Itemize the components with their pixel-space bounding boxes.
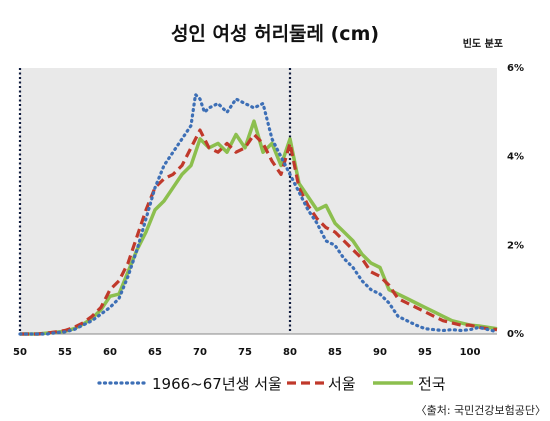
y-tick-label: 6%: [507, 63, 524, 74]
y-axis-label: 빈도 분포: [463, 37, 503, 50]
x-tick-label: 70: [193, 347, 207, 358]
chart-title: 성인 여성 허리둘레 (cm): [171, 23, 379, 45]
legend-label-national: 전국: [418, 375, 446, 393]
legend-label-seoul: 서울: [328, 375, 356, 393]
x-tick-label: 50: [13, 347, 27, 358]
x-tick-label: 85: [328, 347, 342, 358]
series-seoul-line: [20, 128, 498, 336]
x-tick-label: 95: [418, 347, 432, 358]
source-note: 〈출처: 국민건강보험공단〉: [416, 404, 546, 417]
y-tick-label: 4%: [507, 152, 524, 163]
x-tick-label: 65: [148, 347, 162, 358]
y-tick-label: 0%: [507, 329, 524, 340]
plot-area: [20, 68, 497, 334]
x-tick-label: 60: [103, 347, 117, 358]
legend-label-1966: 1966~67년생 서울: [152, 375, 282, 393]
y-tick-label: 2%: [507, 240, 524, 251]
series-1966-67-seoul-line: [18, 92, 499, 336]
x-tick-label: 75: [238, 347, 252, 358]
x-tick-label: 90: [373, 347, 387, 358]
legend: 1966~67년생 서울 서울 전국: [97, 375, 446, 393]
x-tick-label: 100: [460, 347, 481, 358]
x-tick-label: 80: [283, 347, 297, 358]
x-tick-label: 55: [58, 347, 72, 358]
